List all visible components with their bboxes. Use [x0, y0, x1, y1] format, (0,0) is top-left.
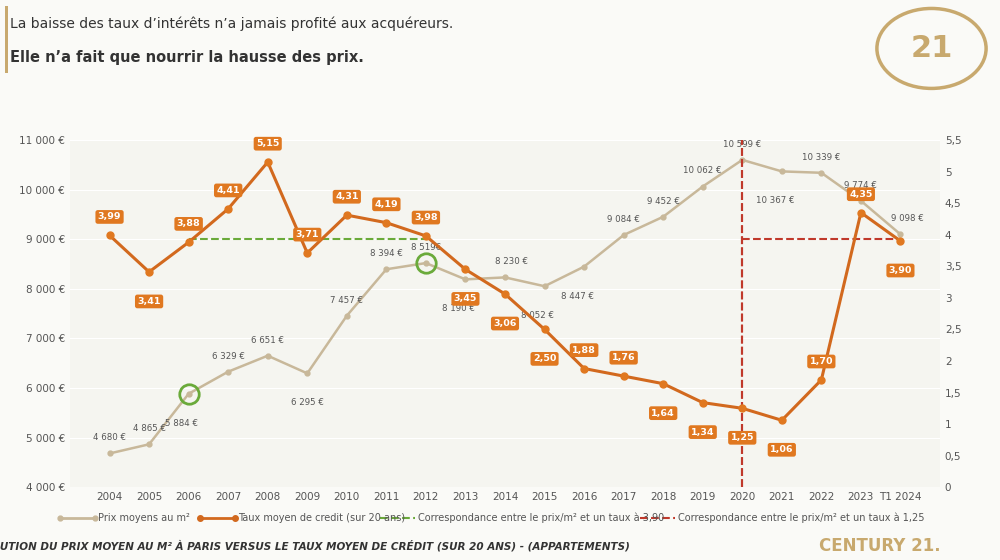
- Text: 8 230 €: 8 230 €: [495, 257, 528, 267]
- Text: CENTURY 21.: CENTURY 21.: [819, 537, 941, 555]
- Text: Prix moyens au m²: Prix moyens au m²: [98, 513, 190, 523]
- Text: 8 394 €: 8 394 €: [370, 249, 403, 258]
- Text: 1,06: 1,06: [770, 445, 794, 454]
- Text: 10 599 €: 10 599 €: [723, 140, 761, 149]
- Text: 21: 21: [910, 34, 953, 63]
- Text: 8 052 €: 8 052 €: [521, 311, 554, 320]
- Text: 1,88: 1,88: [572, 346, 596, 354]
- Text: 8 447 €: 8 447 €: [561, 292, 594, 301]
- Text: 8 519€: 8 519€: [411, 243, 441, 252]
- Text: 3,71: 3,71: [296, 230, 319, 239]
- Text: 10 339 €: 10 339 €: [802, 153, 841, 162]
- Text: 9 084 €: 9 084 €: [607, 215, 640, 224]
- Text: 3,99: 3,99: [98, 212, 121, 221]
- Text: EVOLUTION DU PRIX MOYEN AU M² À PARIS VERSUS LE TAUX MOYEN DE CRÉDIT (SUR 20 ANS: EVOLUTION DU PRIX MOYEN AU M² À PARIS VE…: [0, 540, 630, 552]
- Text: 5 884 €: 5 884 €: [165, 419, 198, 428]
- Text: Taux moyen de credit (sur 20 ans): Taux moyen de credit (sur 20 ans): [238, 513, 405, 523]
- Text: 4 865 €: 4 865 €: [133, 424, 166, 433]
- Text: 1,25: 1,25: [731, 433, 754, 442]
- Text: 9 452 €: 9 452 €: [647, 197, 680, 206]
- Text: 3,45: 3,45: [454, 295, 477, 304]
- Text: 5,15: 5,15: [256, 139, 279, 148]
- Text: 4,41: 4,41: [216, 186, 240, 195]
- Text: 3,98: 3,98: [414, 213, 438, 222]
- Text: 9 098 €: 9 098 €: [891, 214, 924, 223]
- Text: 10 367 €: 10 367 €: [756, 197, 794, 206]
- Text: Elle n’a fait que nourrir la hausse des prix.: Elle n’a fait que nourrir la hausse des …: [10, 50, 364, 66]
- Text: 3,90: 3,90: [889, 266, 912, 275]
- Text: 8 190 €: 8 190 €: [442, 305, 475, 314]
- Text: Correspondance entre le prix/m² et un taux à 1,25: Correspondance entre le prix/m² et un ta…: [678, 513, 924, 523]
- Text: 6 295 €: 6 295 €: [291, 398, 324, 407]
- Text: 4,31: 4,31: [335, 192, 359, 201]
- Text: 3,88: 3,88: [177, 220, 201, 228]
- Text: 10 062 €: 10 062 €: [683, 166, 722, 175]
- Text: 2,50: 2,50: [533, 354, 556, 363]
- Text: La baisse des taux d’intérêts n’a jamais profité aux acquéreurs.: La baisse des taux d’intérêts n’a jamais…: [10, 17, 453, 31]
- Text: 1,64: 1,64: [651, 409, 675, 418]
- Text: 6 651 €: 6 651 €: [251, 335, 284, 344]
- Text: 4,19: 4,19: [375, 200, 398, 209]
- Text: 9 774 €: 9 774 €: [844, 181, 877, 190]
- Text: 1,76: 1,76: [612, 353, 635, 362]
- Text: 6 329 €: 6 329 €: [212, 352, 245, 361]
- Text: 1,70: 1,70: [810, 357, 833, 366]
- Text: 7 457 €: 7 457 €: [330, 296, 363, 305]
- Text: Correspondance entre le prix/m² et un taux à 3,90: Correspondance entre le prix/m² et un ta…: [418, 513, 664, 523]
- Text: 1,34: 1,34: [691, 428, 714, 437]
- Text: 3,41: 3,41: [137, 297, 161, 306]
- Text: 3,06: 3,06: [493, 319, 517, 328]
- Text: 4 680 €: 4 680 €: [93, 433, 126, 442]
- Text: 4,35: 4,35: [849, 190, 873, 199]
